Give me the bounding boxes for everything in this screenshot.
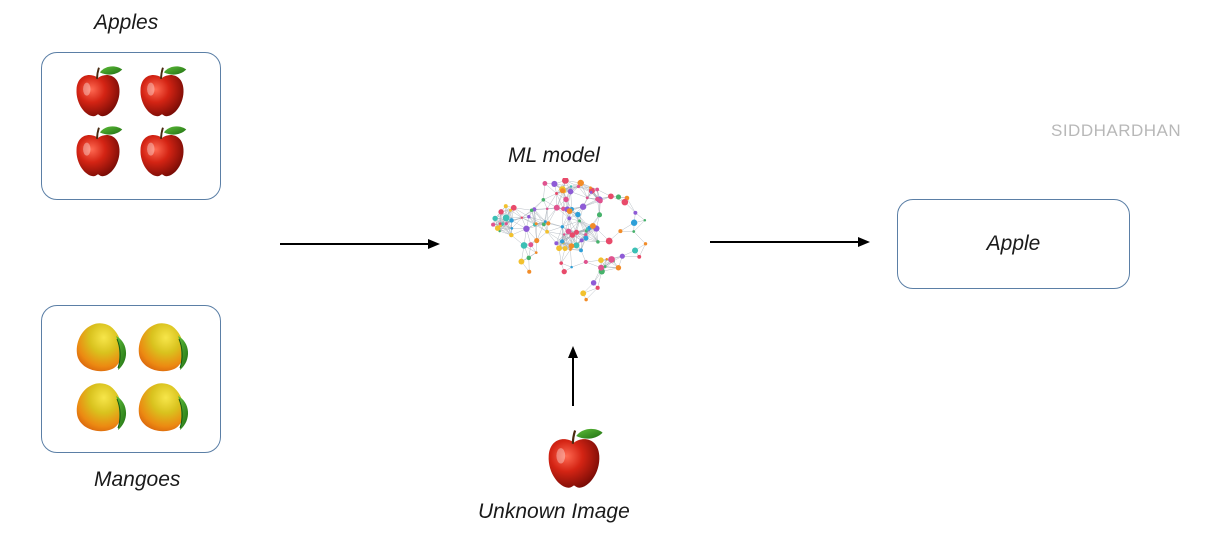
output-label: Apple <box>986 232 1041 255</box>
apple-icon <box>70 63 126 119</box>
arrow-right-icon <box>710 237 870 247</box>
mango-icon <box>132 316 192 376</box>
arrow-right-icon <box>280 239 440 249</box>
mango-icon <box>70 376 130 436</box>
apples-box <box>41 52 221 200</box>
mango-icon <box>70 316 130 376</box>
mangoes-label: Mangoes <box>94 468 181 491</box>
unknown-image-label: Unknown Image <box>478 500 630 523</box>
watermark: SIDDHARDHAN <box>1051 121 1182 140</box>
apple-icon <box>134 123 190 179</box>
mangoes-box <box>41 305 221 453</box>
mango-icon <box>132 376 192 436</box>
apple-icon <box>70 123 126 179</box>
apple-icon <box>134 63 190 119</box>
ml-model-label: ML model <box>508 144 600 167</box>
apple-icon <box>541 425 607 491</box>
arrow-up-icon <box>568 346 578 406</box>
brain-network-icon <box>491 178 648 302</box>
apples-label: Apples <box>94 11 159 34</box>
output-box: Apple <box>897 199 1130 289</box>
